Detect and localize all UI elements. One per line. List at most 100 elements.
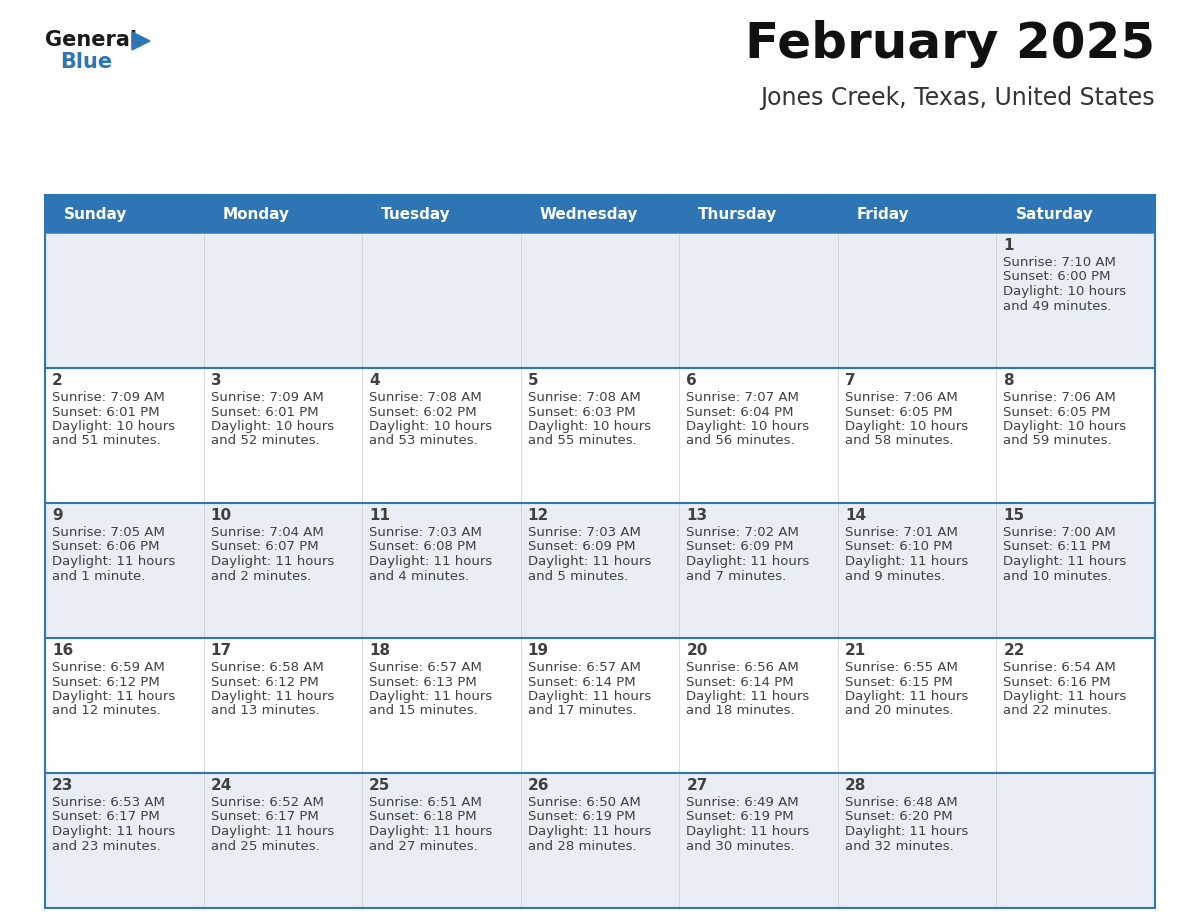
Text: and 58 minutes.: and 58 minutes.	[845, 434, 954, 447]
Text: Sunrise: 6:57 AM: Sunrise: 6:57 AM	[527, 661, 640, 674]
Text: and 28 minutes.: and 28 minutes.	[527, 839, 637, 853]
Text: 23: 23	[52, 778, 74, 793]
Bar	[45, 638, 1155, 773]
Text: Sunset: 6:13 PM: Sunset: 6:13 PM	[369, 676, 476, 688]
Text: Sunset: 6:14 PM: Sunset: 6:14 PM	[687, 676, 794, 688]
Text: Daylight: 11 hours: Daylight: 11 hours	[527, 555, 651, 568]
Polygon shape	[132, 32, 150, 50]
Text: Sunrise: 6:57 AM: Sunrise: 6:57 AM	[369, 661, 482, 674]
Text: 11: 11	[369, 508, 390, 523]
Text: Sunrise: 7:03 AM: Sunrise: 7:03 AM	[527, 526, 640, 539]
Text: and 1 minute.: and 1 minute.	[52, 569, 145, 583]
Text: Friday: Friday	[857, 207, 910, 221]
Text: and 59 minutes.: and 59 minutes.	[1004, 434, 1112, 447]
Text: 12: 12	[527, 508, 549, 523]
Text: and 13 minutes.: and 13 minutes.	[210, 704, 320, 718]
Text: and 30 minutes.: and 30 minutes.	[687, 839, 795, 853]
Text: Daylight: 11 hours: Daylight: 11 hours	[845, 555, 968, 568]
Text: 3: 3	[210, 373, 221, 388]
Text: Daylight: 11 hours: Daylight: 11 hours	[1004, 690, 1126, 703]
Text: Daylight: 10 hours: Daylight: 10 hours	[845, 420, 968, 433]
Text: Sunset: 6:01 PM: Sunset: 6:01 PM	[210, 406, 318, 419]
Text: Blue: Blue	[61, 52, 112, 72]
Text: Monday: Monday	[222, 207, 290, 221]
Text: Daylight: 11 hours: Daylight: 11 hours	[369, 825, 492, 838]
Text: Sunrise: 7:02 AM: Sunrise: 7:02 AM	[687, 526, 800, 539]
Text: Sunset: 6:16 PM: Sunset: 6:16 PM	[1004, 676, 1111, 688]
Text: Daylight: 11 hours: Daylight: 11 hours	[52, 690, 176, 703]
Text: 10: 10	[210, 508, 232, 523]
Text: and 15 minutes.: and 15 minutes.	[369, 704, 478, 718]
Text: Sunset: 6:07 PM: Sunset: 6:07 PM	[210, 541, 318, 554]
Text: 18: 18	[369, 643, 391, 658]
Text: 25: 25	[369, 778, 391, 793]
Text: Sunset: 6:06 PM: Sunset: 6:06 PM	[52, 541, 159, 554]
Text: and 7 minutes.: and 7 minutes.	[687, 569, 786, 583]
Text: Sunrise: 7:09 AM: Sunrise: 7:09 AM	[210, 391, 323, 404]
Text: 20: 20	[687, 643, 708, 658]
Text: Wednesday: Wednesday	[539, 207, 638, 221]
Bar	[45, 195, 1155, 233]
Text: Sunset: 6:15 PM: Sunset: 6:15 PM	[845, 676, 953, 688]
Text: Sunrise: 7:09 AM: Sunrise: 7:09 AM	[52, 391, 165, 404]
Text: 9: 9	[52, 508, 63, 523]
Text: and 53 minutes.: and 53 minutes.	[369, 434, 478, 447]
Text: General: General	[45, 30, 137, 50]
Text: Daylight: 11 hours: Daylight: 11 hours	[369, 555, 492, 568]
Text: Daylight: 11 hours: Daylight: 11 hours	[845, 690, 968, 703]
Text: Saturday: Saturday	[1016, 207, 1093, 221]
Text: 19: 19	[527, 643, 549, 658]
Text: Sunrise: 7:04 AM: Sunrise: 7:04 AM	[210, 526, 323, 539]
Text: Sunset: 6:20 PM: Sunset: 6:20 PM	[845, 811, 953, 823]
Text: Sunrise: 6:53 AM: Sunrise: 6:53 AM	[52, 796, 165, 809]
Text: Sunrise: 6:55 AM: Sunrise: 6:55 AM	[845, 661, 958, 674]
Text: Sunset: 6:03 PM: Sunset: 6:03 PM	[527, 406, 636, 419]
Text: Sunday: Sunday	[64, 207, 127, 221]
Text: Sunrise: 7:06 AM: Sunrise: 7:06 AM	[1004, 391, 1117, 404]
Text: 26: 26	[527, 778, 549, 793]
Text: Sunrise: 6:50 AM: Sunrise: 6:50 AM	[527, 796, 640, 809]
Text: 1: 1	[1004, 238, 1013, 253]
Text: Sunset: 6:04 PM: Sunset: 6:04 PM	[687, 406, 794, 419]
Text: 6: 6	[687, 373, 697, 388]
Text: and 5 minutes.: and 5 minutes.	[527, 569, 628, 583]
Text: and 4 minutes.: and 4 minutes.	[369, 569, 469, 583]
Bar	[45, 773, 1155, 908]
Text: and 51 minutes.: and 51 minutes.	[52, 434, 160, 447]
Text: 13: 13	[687, 508, 707, 523]
Text: Daylight: 10 hours: Daylight: 10 hours	[527, 420, 651, 433]
Text: Sunset: 6:17 PM: Sunset: 6:17 PM	[210, 811, 318, 823]
Text: and 12 minutes.: and 12 minutes.	[52, 704, 160, 718]
Text: Sunrise: 6:54 AM: Sunrise: 6:54 AM	[1004, 661, 1117, 674]
Text: Sunrise: 7:01 AM: Sunrise: 7:01 AM	[845, 526, 958, 539]
Text: Sunrise: 7:03 AM: Sunrise: 7:03 AM	[369, 526, 482, 539]
Text: Daylight: 10 hours: Daylight: 10 hours	[1004, 285, 1126, 298]
Text: Sunset: 6:18 PM: Sunset: 6:18 PM	[369, 811, 476, 823]
Text: Sunset: 6:05 PM: Sunset: 6:05 PM	[1004, 406, 1111, 419]
Text: Sunset: 6:01 PM: Sunset: 6:01 PM	[52, 406, 159, 419]
Text: Daylight: 10 hours: Daylight: 10 hours	[52, 420, 175, 433]
Text: Sunset: 6:02 PM: Sunset: 6:02 PM	[369, 406, 476, 419]
Text: February 2025: February 2025	[745, 20, 1155, 68]
Bar	[45, 368, 1155, 503]
Text: Daylight: 11 hours: Daylight: 11 hours	[210, 825, 334, 838]
Text: Daylight: 11 hours: Daylight: 11 hours	[845, 825, 968, 838]
Text: and 2 minutes.: and 2 minutes.	[210, 569, 311, 583]
Text: Daylight: 11 hours: Daylight: 11 hours	[527, 825, 651, 838]
Text: Sunrise: 7:08 AM: Sunrise: 7:08 AM	[369, 391, 482, 404]
Text: and 32 minutes.: and 32 minutes.	[845, 839, 954, 853]
Text: Sunrise: 6:58 AM: Sunrise: 6:58 AM	[210, 661, 323, 674]
Text: Sunrise: 7:08 AM: Sunrise: 7:08 AM	[527, 391, 640, 404]
Text: 28: 28	[845, 778, 866, 793]
Text: Daylight: 11 hours: Daylight: 11 hours	[687, 690, 809, 703]
Text: Daylight: 10 hours: Daylight: 10 hours	[210, 420, 334, 433]
Text: and 20 minutes.: and 20 minutes.	[845, 704, 954, 718]
Text: 24: 24	[210, 778, 232, 793]
Text: 21: 21	[845, 643, 866, 658]
Text: 2: 2	[52, 373, 63, 388]
Text: Sunrise: 7:07 AM: Sunrise: 7:07 AM	[687, 391, 800, 404]
Text: Jones Creek, Texas, United States: Jones Creek, Texas, United States	[760, 86, 1155, 110]
Text: 16: 16	[52, 643, 74, 658]
Text: Daylight: 11 hours: Daylight: 11 hours	[210, 555, 334, 568]
Text: Sunrise: 7:05 AM: Sunrise: 7:05 AM	[52, 526, 165, 539]
